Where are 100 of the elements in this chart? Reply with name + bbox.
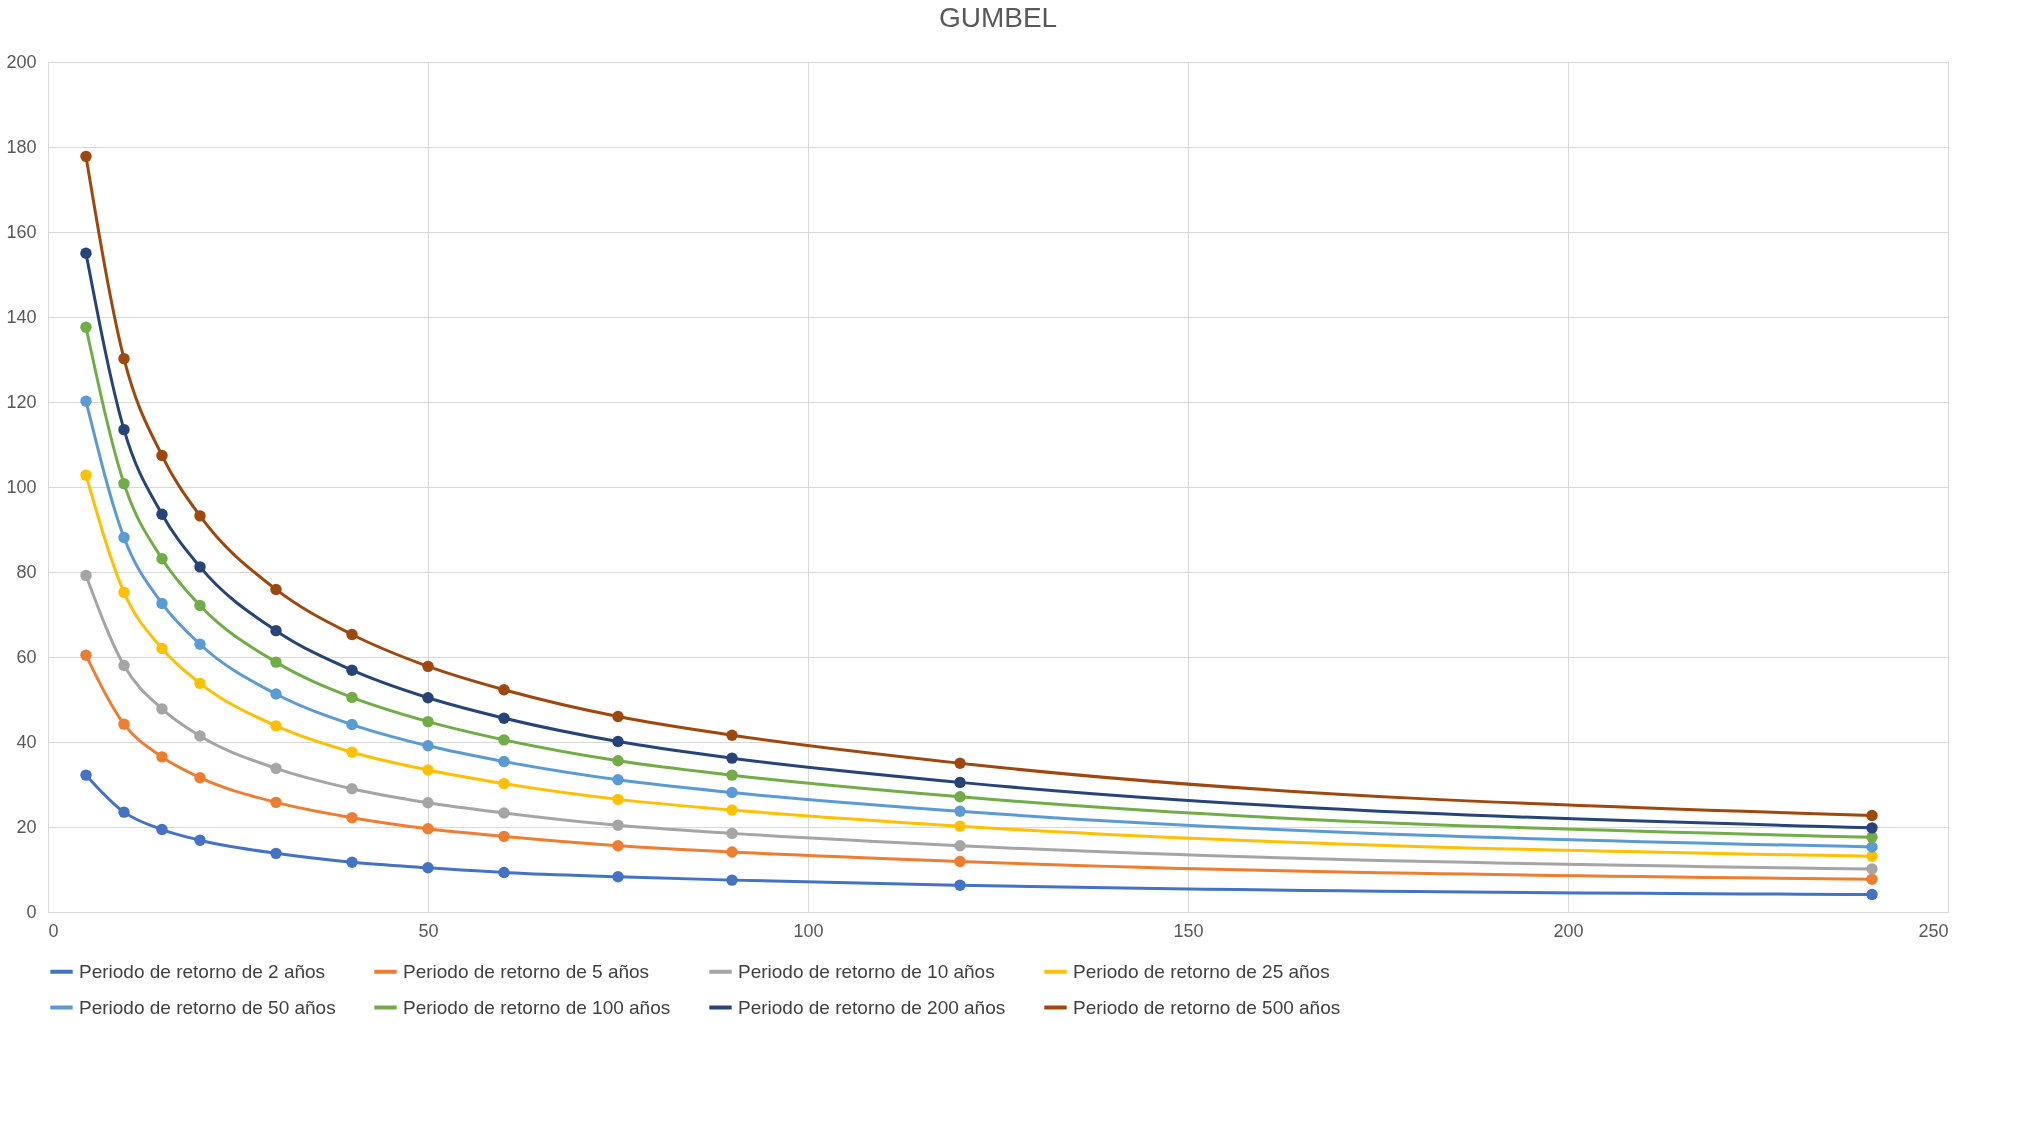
point <box>612 819 624 831</box>
point <box>954 805 966 817</box>
point <box>1866 863 1878 875</box>
point <box>156 823 168 836</box>
point <box>498 830 510 843</box>
point <box>270 656 282 668</box>
point <box>726 827 738 840</box>
point <box>498 807 510 819</box>
point <box>194 834 206 846</box>
x-tick-label: 0 <box>48 920 59 941</box>
point <box>498 866 510 879</box>
x-tick-label: 200 <box>1553 920 1584 941</box>
point <box>954 791 966 803</box>
point <box>194 561 206 573</box>
point <box>1866 888 1878 901</box>
point <box>422 862 434 874</box>
point <box>194 772 206 784</box>
y-tick-label: 20 <box>16 816 37 837</box>
legend-label: Periodo de retorno de 25 años <box>1073 960 1330 982</box>
point <box>346 856 358 868</box>
point <box>726 729 738 741</box>
point <box>346 664 358 676</box>
point <box>1866 831 1878 843</box>
x-tick-label: 100 <box>793 920 824 941</box>
point <box>156 751 168 763</box>
y-tick-label: 120 <box>6 391 37 412</box>
point <box>118 806 130 818</box>
point <box>422 692 434 704</box>
point <box>954 776 966 789</box>
point <box>346 783 358 795</box>
y-tick-label: 180 <box>6 136 37 157</box>
point <box>156 553 168 565</box>
legend-label: Periodo de retorno de 5 años <box>403 960 650 982</box>
point <box>612 755 624 767</box>
point <box>80 649 92 661</box>
point <box>1866 873 1878 885</box>
point <box>498 734 510 746</box>
point <box>726 786 738 799</box>
point <box>1866 822 1878 834</box>
point <box>954 855 966 868</box>
point <box>118 477 130 490</box>
point <box>612 871 624 883</box>
point <box>270 624 282 637</box>
y-tick-label: 200 <box>6 51 37 72</box>
point <box>612 840 624 852</box>
point <box>194 638 206 650</box>
point <box>726 804 738 816</box>
point <box>118 659 130 672</box>
point <box>726 846 738 858</box>
point <box>80 247 92 259</box>
point <box>498 755 510 768</box>
point <box>346 691 358 704</box>
point <box>80 769 92 781</box>
point <box>726 874 738 886</box>
point <box>954 879 966 891</box>
y-tick-label: 80 <box>16 561 37 582</box>
point <box>194 677 206 690</box>
point <box>422 660 434 673</box>
point <box>118 352 130 365</box>
legend-label: Periodo de retorno de 100 años <box>403 996 671 1018</box>
y-tick-label: 0 <box>26 901 37 922</box>
point <box>954 840 966 852</box>
point <box>118 586 130 599</box>
chart-title: GUMBEL <box>938 2 1058 33</box>
point <box>80 150 92 163</box>
point <box>270 762 282 775</box>
legend-label: Periodo de retorno de 2 años <box>79 960 326 982</box>
point <box>156 449 168 462</box>
y-tick-label: 160 <box>6 221 37 242</box>
point <box>118 423 130 436</box>
point <box>498 777 510 790</box>
point <box>422 797 434 809</box>
legend-label: Periodo de retorno de 500 años <box>1073 996 1341 1018</box>
legend-label: Periodo de retorno de 10 años <box>738 960 995 982</box>
point <box>156 642 168 655</box>
point <box>1866 809 1878 822</box>
legend-label: Periodo de retorno de 200 años <box>738 996 1006 1018</box>
point <box>498 684 510 696</box>
point <box>954 820 966 832</box>
legend-label: Periodo de retorno de 50 años <box>79 996 336 1018</box>
point <box>270 583 282 596</box>
point <box>422 740 434 752</box>
point <box>156 508 168 520</box>
x-tick-label: 250 <box>1918 920 1949 941</box>
x-tick-label: 150 <box>1173 920 1204 941</box>
point <box>194 599 206 612</box>
point <box>422 715 434 728</box>
point <box>270 847 282 860</box>
point <box>118 531 130 544</box>
point <box>726 769 738 781</box>
x-tick-label: 50 <box>418 920 439 941</box>
point <box>422 764 434 776</box>
point <box>612 710 624 723</box>
point <box>346 628 358 641</box>
point <box>80 469 92 481</box>
point <box>270 688 282 700</box>
point <box>80 395 92 407</box>
y-tick-label: 60 <box>16 646 37 667</box>
point <box>612 774 624 786</box>
point <box>346 718 358 731</box>
